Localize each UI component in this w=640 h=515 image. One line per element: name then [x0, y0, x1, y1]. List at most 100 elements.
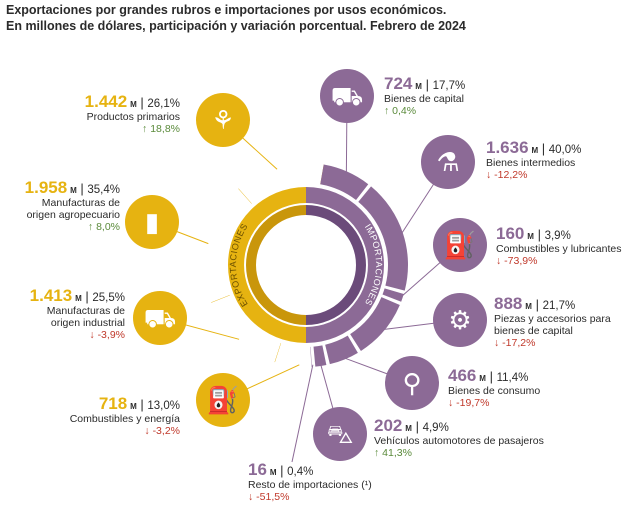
share-text: 0,4% — [287, 466, 314, 478]
label-imp-3: 888 M | 21,7% Piezas y accesorios para bie… — [494, 295, 634, 349]
arrow-down-icon: ↓ — [448, 397, 457, 409]
separator: | — [136, 397, 148, 412]
flask-icon: ⚗ — [436, 148, 459, 178]
unit-text: M — [527, 232, 534, 241]
variation-down: ↓ -19,7% — [448, 397, 608, 409]
unit-text: M — [531, 146, 539, 155]
exports-icon-circle-2 — [133, 291, 187, 345]
car-icon: ⛍ — [327, 420, 354, 450]
variation-text: 18,8% — [150, 123, 180, 135]
variation-up: ↑ 8,0% — [20, 221, 120, 233]
imports-icon-circle-1 — [421, 135, 475, 189]
category-name: Manufacturas de — [41, 197, 120, 209]
variation-down: ↓ -3,2% — [40, 425, 180, 437]
wheat-icon: ⚘ — [211, 106, 234, 136]
category-name: origen agropecuario — [26, 209, 120, 221]
unit-text: M — [269, 468, 277, 477]
imports-wedge-0 — [320, 164, 369, 201]
imports-wedge-6 — [310, 346, 312, 367]
value-text: 202 — [374, 416, 403, 435]
label-imp-1: 1.636 M | 40,0% Bienes intermedios ↓ -12,2… — [486, 139, 636, 181]
separator: | — [485, 369, 497, 384]
imports-icon-circle-3 — [433, 293, 487, 347]
imports-wedge-3 — [350, 297, 400, 351]
exports-icon-circle-3 — [196, 373, 250, 427]
value-text: 1.442 — [84, 92, 128, 111]
arrow-up-icon: ↑ — [374, 447, 383, 459]
arrow-down-icon: ↓ — [248, 491, 257, 503]
share-text: 13,0% — [147, 400, 180, 412]
variation-text: 8,0% — [96, 221, 120, 233]
category-name: Productos primarios — [86, 111, 180, 123]
value-text: 1.413 — [29, 286, 73, 305]
label-imp-4: 466 M | 11,4% Bienes de consumo ↓ -19,7% — [448, 367, 608, 409]
donut-ring: EXPORTACIONES IMPORTACIONES — [211, 164, 408, 367]
variation-down: ↓ -17,2% — [494, 337, 634, 349]
unit-text: M — [130, 100, 137, 109]
imports-connector-6 — [291, 364, 314, 463]
share-text: 3,9% — [544, 230, 571, 242]
imports-wedge-1 — [358, 186, 408, 291]
unit-text: M — [70, 186, 77, 195]
separator: | — [81, 289, 93, 304]
separator: | — [76, 181, 88, 196]
icon-circles: ⚘ ▮ ⛟ ⛽ ⛟ ⚗ ⛽ ⚙ ⚲ ⛍ — [125, 69, 487, 461]
arrow-up-icon: ↑ — [142, 123, 151, 135]
value-text: 160 — [496, 224, 525, 243]
separator: | — [533, 227, 545, 242]
variation-text: -17,2% — [502, 337, 536, 349]
share-text: 26,1% — [147, 98, 180, 110]
separator: | — [531, 297, 543, 312]
imports-wedge-2 — [382, 288, 404, 302]
middle-ring-imports — [306, 187, 384, 343]
variation-down: ↓ -3,9% — [20, 329, 125, 341]
value-text: 1.958 — [24, 178, 68, 197]
arrow-down-icon: ↓ — [494, 337, 503, 349]
label-imp-2: 160 M | 3,9% Combustibles y lubricantes ↓ … — [496, 225, 636, 267]
label-imp-5: 202 M | 4,9% Vehículos automotores de pas… — [374, 417, 594, 459]
variation-up: ↑ 18,8% — [30, 123, 180, 135]
exports-icon-circle-0 — [196, 93, 250, 147]
jerrycan-icon: ⛽ — [444, 230, 476, 261]
variation-up: ↑ 41,3% — [374, 447, 594, 459]
label-exp-3: 718 M | 13,0% Combustibles y energía ↓ -3,… — [40, 395, 180, 437]
category-name: Combustibles y lubricantes — [496, 243, 622, 255]
share-text: 21,7% — [542, 300, 576, 312]
value-text: 16 — [248, 460, 267, 479]
bicycle-icon: ⚲ — [402, 369, 421, 399]
variation-down: ↓ -12,2% — [486, 169, 636, 181]
label-imp-0: 724 M | 17,7% Bienes de capital ↑ 0,4% — [384, 75, 534, 117]
value-text: 724 — [384, 74, 413, 93]
unit-text: M — [479, 374, 486, 383]
category-name: Bienes de capital — [384, 93, 464, 105]
exports-icon-circle-1 — [125, 195, 179, 249]
value-text: 718 — [98, 394, 128, 413]
unit-text: M — [130, 402, 137, 411]
separator: | — [538, 141, 549, 156]
share-text: 25,5% — [92, 292, 125, 304]
category-name: Bienes de consumo — [448, 385, 541, 397]
chart-title-line-2: En millones de dólares, participación y … — [6, 19, 466, 33]
value-text: 1.636 — [486, 138, 529, 157]
imports-icon-circle-4 — [385, 356, 439, 410]
variation-down: ↓ -73,9% — [496, 255, 636, 267]
variation-text: 0,4% — [392, 105, 417, 117]
chart-title: Exportaciones por grandes rubros e impor… — [6, 2, 626, 34]
share-text: 4,9% — [422, 422, 449, 434]
separator: | — [411, 419, 423, 434]
inner-ring-imports — [306, 205, 366, 325]
unit-text: M — [405, 424, 412, 433]
variation-up: ↑ 0,4% — [384, 105, 534, 117]
value-text: 888 — [494, 294, 523, 313]
share-text: 17,7% — [432, 80, 466, 92]
middle-ring-exports — [228, 187, 306, 343]
bottle-icon: ▮ — [145, 208, 159, 238]
imports-icon-circle-2 — [433, 218, 487, 272]
category-name: Vehículos automotores de pasajeros — [374, 435, 544, 447]
label-exp-2: 1.413 M | 25,5% Manufacturas de origen ind… — [20, 287, 125, 341]
label-exp-1: 1.958 M | 35,4% Manufacturas de origen agr… — [20, 179, 120, 233]
category-name: Bienes intermedios — [486, 157, 576, 169]
category-name: Manufacturas de — [46, 305, 125, 317]
category-name: Combustibles y energía — [69, 413, 180, 425]
